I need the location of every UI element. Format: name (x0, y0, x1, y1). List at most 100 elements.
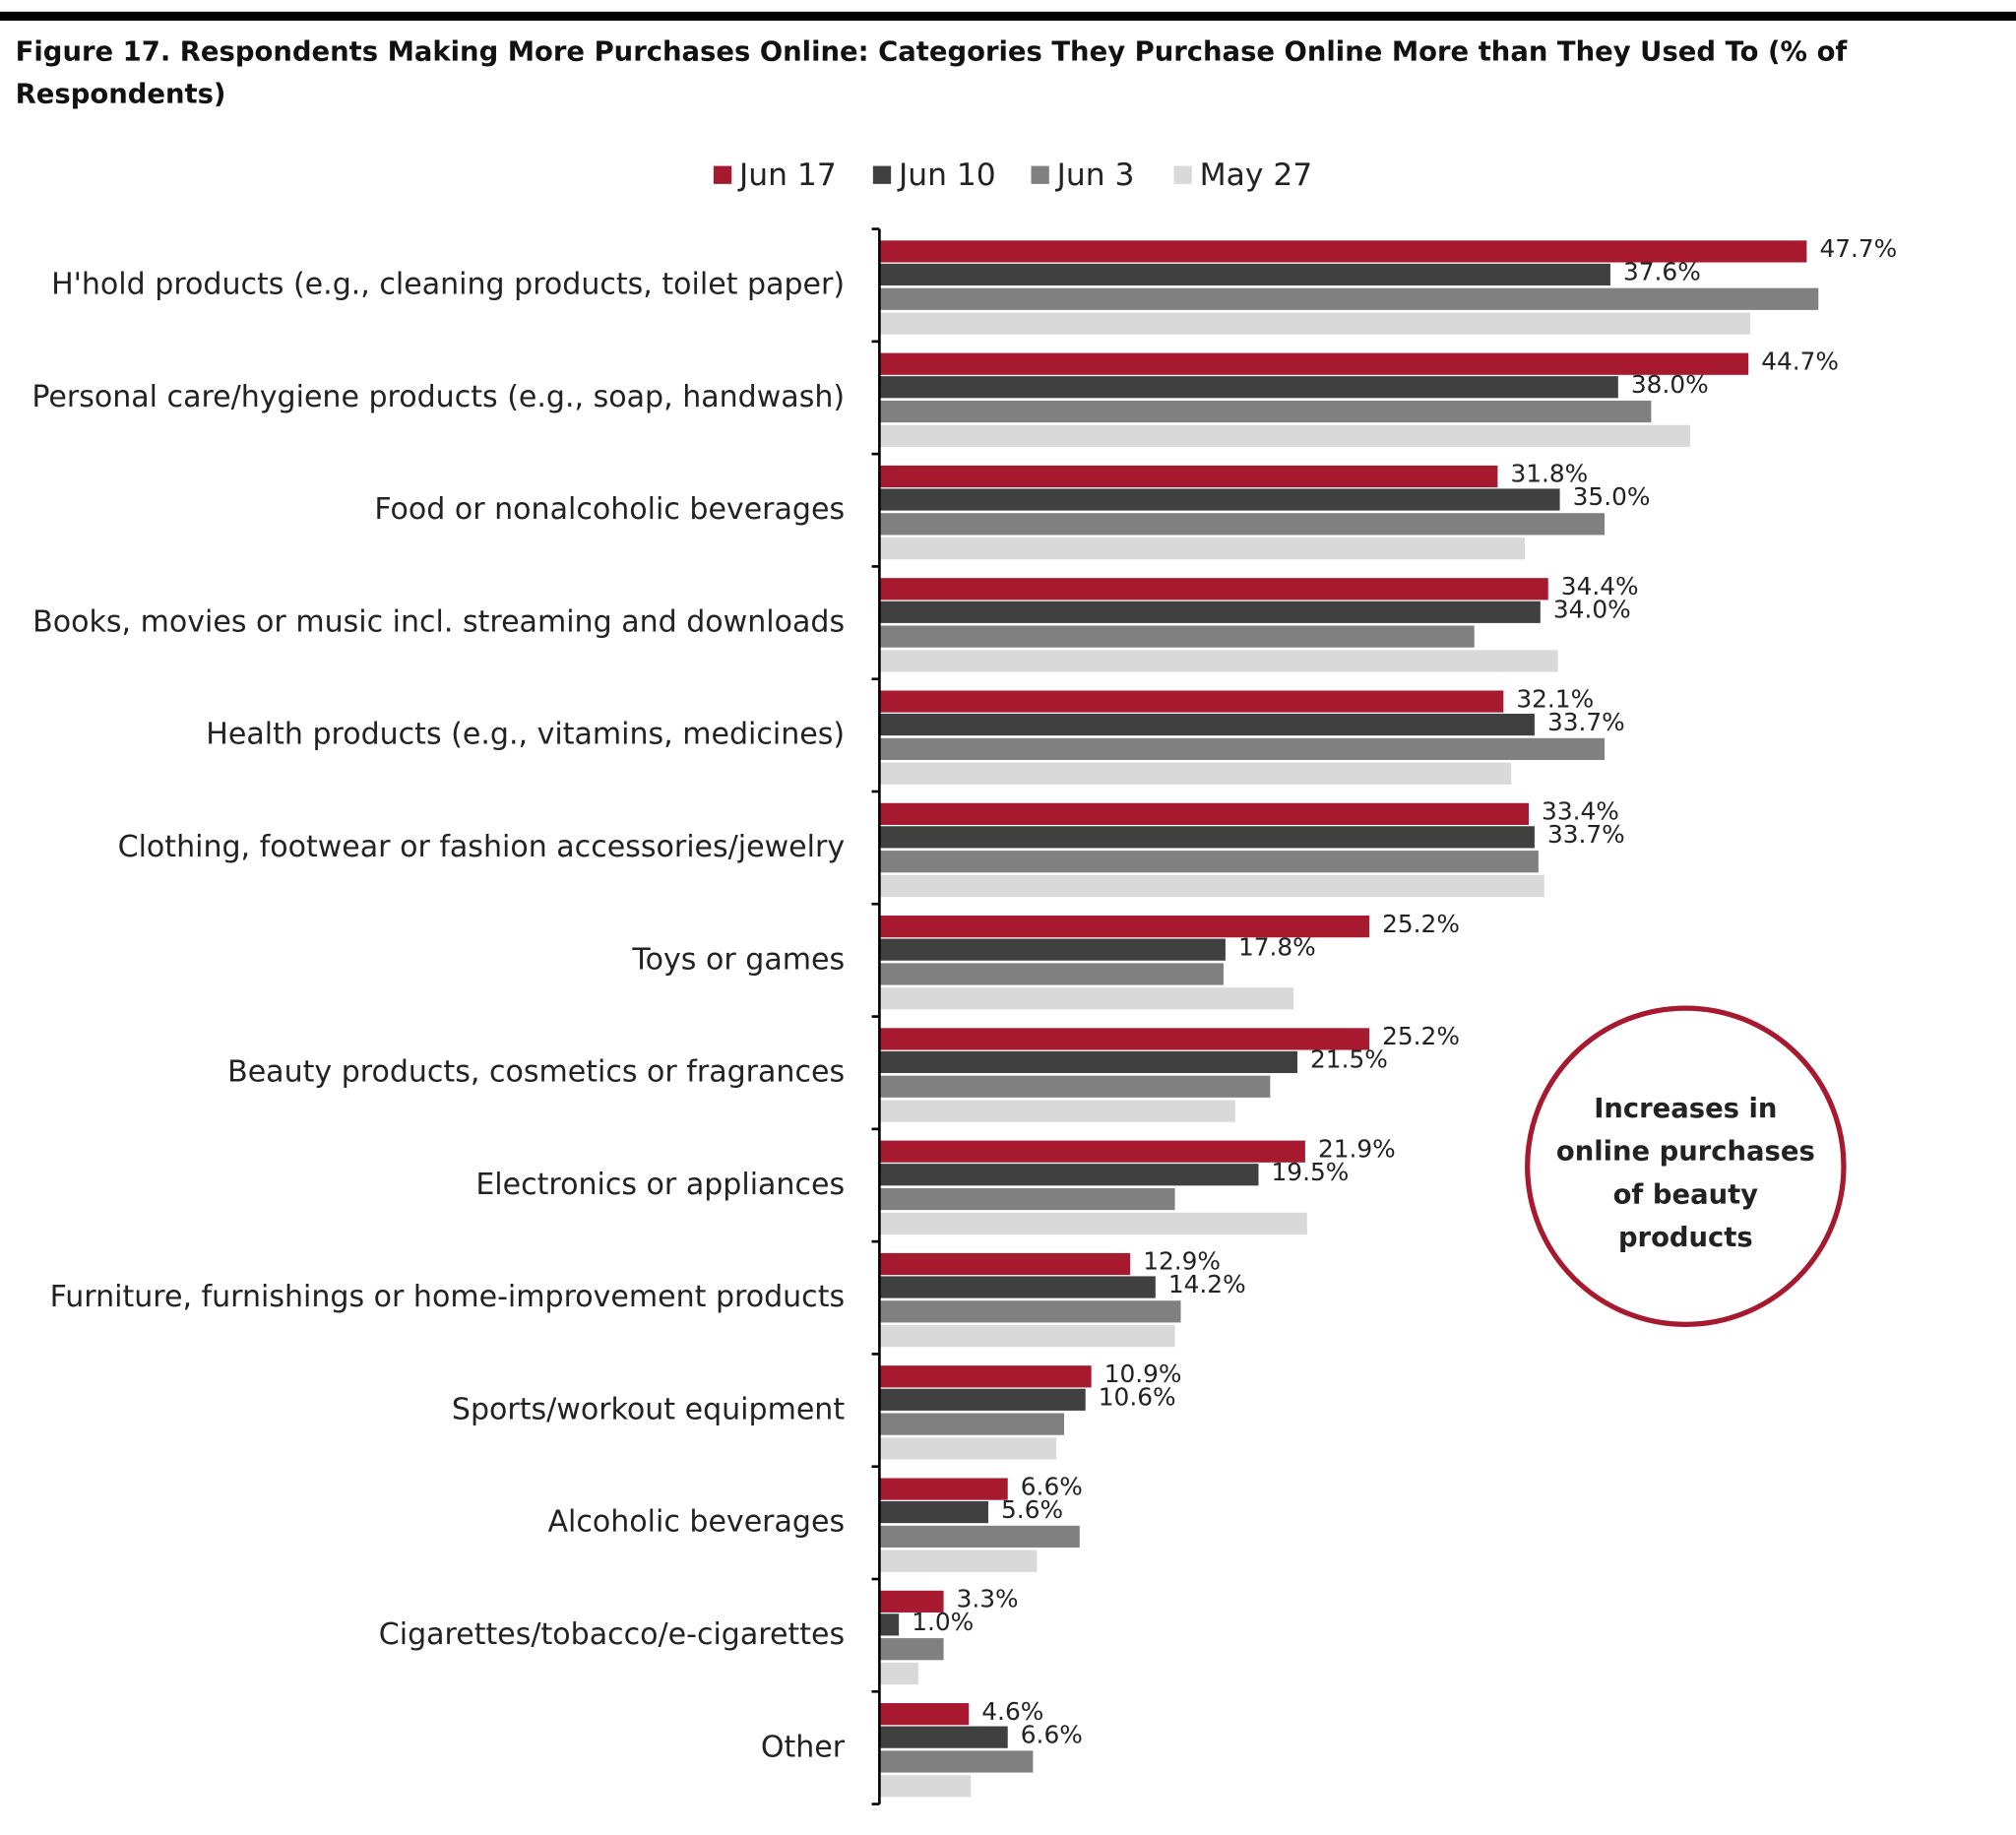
value-label: 14.2% (1168, 1270, 1246, 1298)
bar (879, 1187, 1175, 1211)
bar (879, 538, 1526, 560)
bar (879, 1590, 944, 1613)
value-label: 25.2% (1382, 1022, 1460, 1050)
category-label: Health products (e.g., vitamins, medicin… (206, 718, 845, 752)
bar (879, 1478, 1008, 1500)
bar (879, 826, 1535, 849)
category-label: H'hold products (e.g., cleaning products… (51, 268, 845, 302)
bar (879, 874, 1544, 898)
bar (879, 240, 1807, 263)
bar (879, 424, 1690, 447)
value-label: 47.7% (1819, 234, 1897, 263)
title-box: Figure 17. Respondents Making More Purch… (15, 35, 1848, 110)
bar (879, 465, 1498, 488)
bar (879, 713, 1535, 736)
annotation-text: products (1618, 1223, 1753, 1253)
bar (879, 1550, 1038, 1572)
bar (879, 578, 1548, 601)
value-label: 32.1% (1516, 684, 1594, 713)
value-label: 34.0% (1553, 595, 1631, 623)
bar (879, 1726, 1008, 1748)
value-label: 10.6% (1099, 1382, 1176, 1411)
bar (879, 1388, 1086, 1411)
category-label: Alcoholic beverages (547, 1505, 845, 1540)
annotation-text: online purchases (1556, 1137, 1815, 1168)
legend-label: Jun 10 (897, 158, 996, 193)
category-label: Food or nonalcoholic beverages (374, 492, 845, 527)
chart-title: Figure 17. Respondents Making More Purch… (15, 35, 1848, 110)
bar (879, 1028, 1370, 1050)
value-label: 31.8% (1510, 460, 1588, 488)
bar (879, 263, 1610, 286)
legend-label: Jun 17 (737, 158, 837, 193)
bar (879, 737, 1606, 760)
bar (879, 352, 1749, 375)
bar (879, 1325, 1175, 1348)
value-label: 17.8% (1238, 932, 1316, 961)
value-label: 6.6% (1021, 1720, 1083, 1748)
bar (879, 851, 1539, 873)
bar (879, 287, 1819, 310)
value-label: 12.9% (1143, 1247, 1221, 1276)
annotation-text: Increases in (1594, 1094, 1777, 1124)
legend-swatch (872, 165, 892, 184)
value-label: 37.6% (1623, 258, 1701, 286)
bar (879, 1413, 1064, 1435)
bar (879, 1164, 1259, 1186)
bar (879, 1365, 1092, 1388)
category-label: Sports/workout equipment (452, 1392, 845, 1426)
bar (879, 513, 1606, 536)
bar (879, 1075, 1271, 1098)
value-label: 4.6% (981, 1697, 1043, 1726)
category-label: Clothing, footwear or fashion accessorie… (118, 830, 846, 864)
category-label: Books, movies or music incl. streaming a… (32, 604, 845, 639)
bar (879, 1252, 1131, 1276)
category-label: Electronics or appliances (475, 1168, 845, 1202)
value-label: 6.6% (1021, 1472, 1083, 1500)
top-rule (0, 11, 2016, 21)
bar (879, 690, 1504, 713)
bar (879, 1662, 918, 1685)
legend-swatch (1173, 165, 1192, 184)
bar (879, 1212, 1307, 1234)
value-label: 5.6% (1001, 1495, 1063, 1524)
bar (879, 1140, 1305, 1163)
value-label: 33.4% (1542, 797, 1619, 826)
bar (879, 1750, 1034, 1773)
bar (879, 376, 1618, 399)
value-label: 44.7% (1761, 347, 1839, 375)
legend-swatch (1031, 165, 1049, 184)
bar (879, 1525, 1080, 1548)
legend-swatch (713, 165, 732, 184)
value-label: 38.0% (1631, 370, 1709, 399)
value-label: 1.0% (912, 1608, 974, 1636)
bar (879, 1276, 1156, 1298)
category-label: Personal care/hygiene products (e.g., so… (32, 380, 845, 414)
bar (879, 802, 1529, 825)
category-label: Furniture, furnishings or home-improveme… (50, 1280, 845, 1314)
value-label: 33.7% (1547, 708, 1625, 736)
bar (879, 488, 1560, 511)
bar (879, 1050, 1297, 1074)
bar (879, 1638, 944, 1661)
annotation-text: of beauty (1613, 1179, 1759, 1210)
bar (879, 963, 1224, 985)
bar (879, 1703, 970, 1726)
bar (879, 916, 1370, 938)
value-label: 3.3% (957, 1585, 1019, 1614)
category-label: Other (761, 1730, 846, 1764)
bar (879, 1500, 988, 1524)
bar (879, 312, 1751, 335)
bar (879, 400, 1652, 423)
value-label: 21.9% (1318, 1134, 1396, 1163)
bar (879, 762, 1512, 785)
bar (879, 938, 1226, 961)
bar (879, 1100, 1235, 1122)
value-label: 25.2% (1382, 910, 1460, 938)
bar (879, 1437, 1057, 1460)
bar (879, 1775, 972, 1798)
bar (879, 650, 1558, 672)
value-label: 19.5% (1272, 1158, 1350, 1186)
